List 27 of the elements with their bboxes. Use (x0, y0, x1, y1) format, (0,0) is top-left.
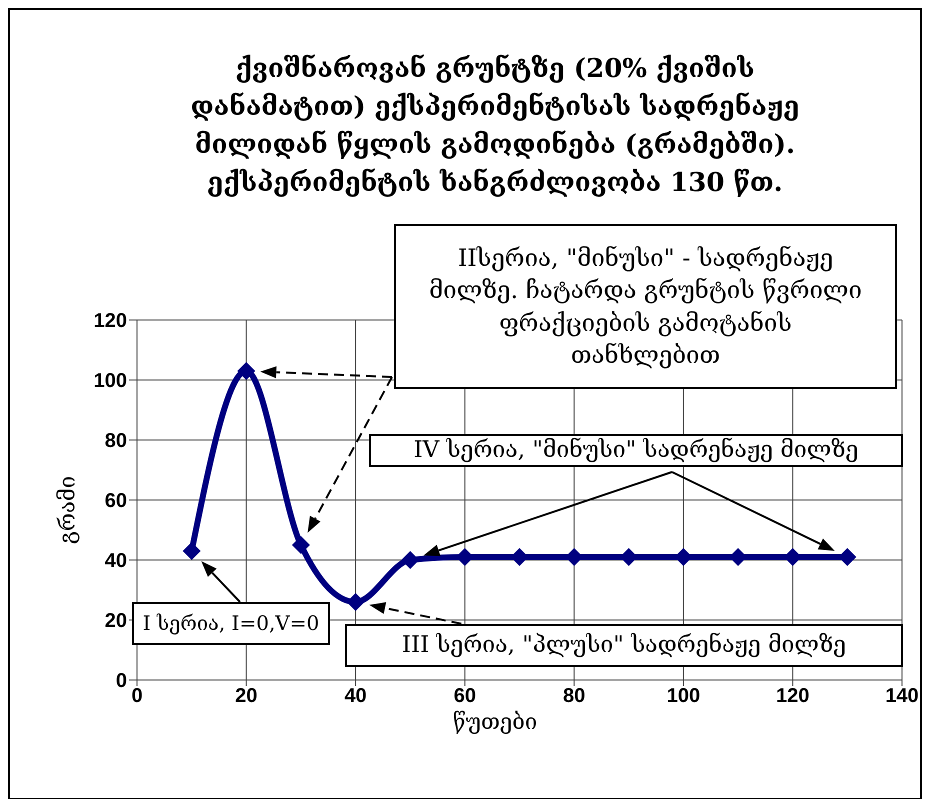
chart-title: ქვიშნაროვან გრუნტზე (20% ქვიშის დანამატით) ექსპერიმენტისას სადრენაჟე მილიდან წყლის გამოდინება (გრამებში). ექსპერიმენტის ხანგრძლივობა 130 წთ. (190, 53, 800, 200)
point (401, 551, 420, 569)
x-tick-label: 0 (131, 685, 143, 708)
point (292, 536, 310, 554)
x-tick-label: 120 (776, 685, 810, 708)
point (346, 593, 365, 611)
y-tick-label: 100 (94, 370, 127, 392)
x-tick-label: 80 (563, 685, 586, 708)
y-tick-label: 80 (104, 430, 127, 452)
y-tick-label: 120 (94, 310, 127, 332)
x-axis-title: წუთები (452, 710, 538, 735)
text-box: IV სერია, "მინუსი" სადრენაჟე მილზე (369, 434, 903, 467)
y-tick-label: 0 (116, 670, 127, 692)
x-tick-label: 140 (885, 685, 919, 708)
point (237, 362, 256, 380)
y-tick-label: 40 (104, 550, 127, 572)
y-tick-label: 20 (104, 610, 127, 632)
y-tick-label: 60 (104, 490, 127, 512)
y-axis-title: გრამი (56, 476, 80, 544)
point (182, 542, 201, 560)
text-box: IIსერია, "მინუსი" - სადრენაჟე მილზე. ჩატარდა გრუნტის წვრილი ფრაქციების გამოტანის თანხლებით (394, 224, 897, 389)
x-tick-label: 40 (344, 685, 367, 708)
text-box: III სერია, "პლუსი" სადრენაჟე მილზე (345, 624, 903, 667)
x-tick-label: 60 (454, 685, 476, 708)
x-tick-label: 100 (666, 685, 700, 708)
text-box: I სერია, I=0,V=0 (132, 602, 330, 645)
x-tick-label: 20 (235, 685, 258, 708)
